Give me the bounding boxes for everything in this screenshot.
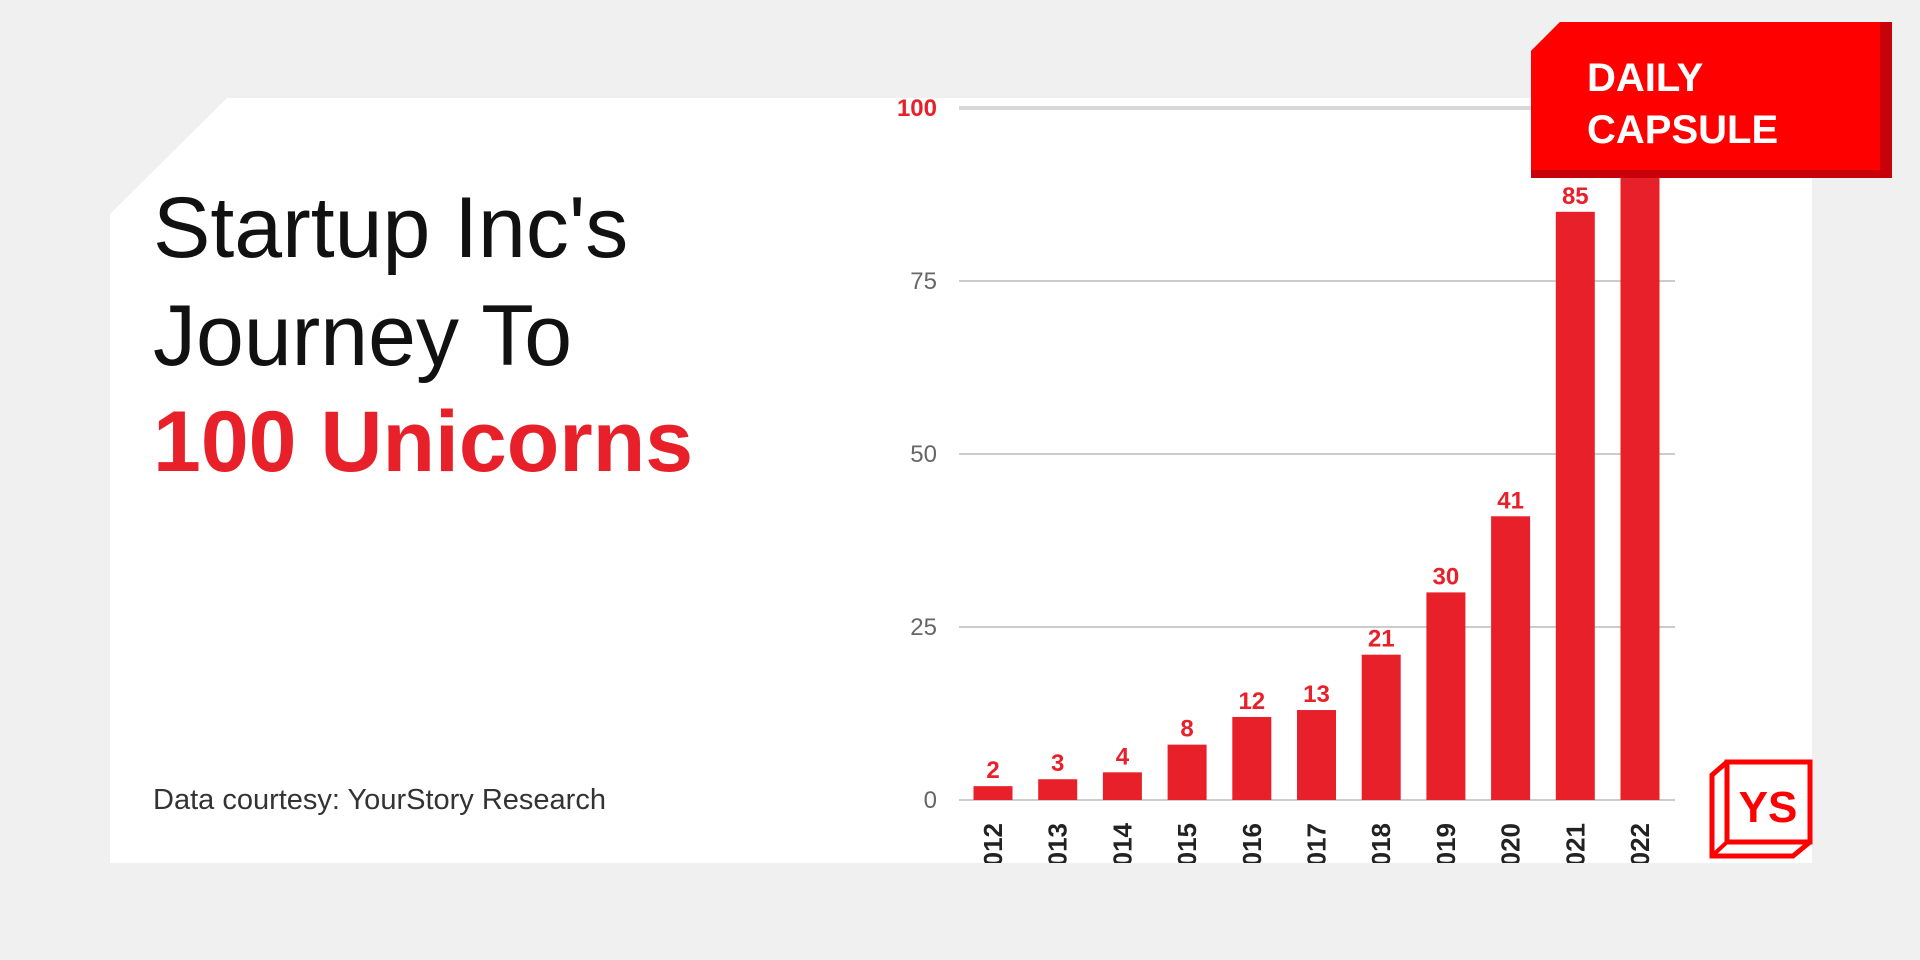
value-label: 21	[1368, 626, 1395, 653]
x-tick-label: 2012	[978, 823, 1008, 881]
x-axis: 2012 2013 2014 2015 2016 2017 2018 2019 2020 2021…	[978, 822, 1655, 881]
bar	[1491, 516, 1531, 800]
bar	[973, 786, 1013, 800]
x-tick-label: 2019	[1431, 823, 1461, 881]
bar	[1555, 211, 1595, 801]
value-label: 13	[1303, 681, 1330, 708]
value-label: 30	[1433, 563, 1460, 590]
logo-text: YS	[1739, 783, 1798, 832]
headline-highlight: 100 Unicorns	[153, 394, 693, 490]
y-tick-label: 100	[897, 95, 937, 122]
y-tick-label: 25	[910, 614, 937, 641]
bar	[1232, 716, 1272, 800]
logo: YS	[1693, 743, 1813, 863]
value-label: 85	[1562, 183, 1589, 210]
badge-text: DAILY	[1587, 56, 1704, 100]
source-note: Data courtesy: YourStory Research	[153, 784, 606, 816]
y-tick-label: 0	[924, 787, 937, 814]
value-label: 2	[986, 757, 999, 784]
x-tick-label: 2014	[1107, 822, 1137, 880]
y-tick-label: 75	[910, 268, 937, 295]
headline-line: Startup Inc's	[153, 180, 628, 276]
logo-edge	[1710, 840, 1729, 858]
bar	[1361, 654, 1401, 800]
headline-line: Journey To	[153, 288, 572, 384]
value-label: 4	[1116, 743, 1130, 770]
x-tick-label: 2013	[1043, 823, 1073, 881]
x-tick-label: 2017	[1302, 823, 1332, 881]
value-label: 8	[1180, 716, 1193, 743]
x-tick-label: 2016	[1237, 823, 1267, 881]
bar	[1297, 710, 1336, 800]
value-label: 3	[1051, 750, 1064, 777]
chart: 02550751002348121321304185100	[897, 79, 1675, 814]
badge-text: CAPSULE	[1587, 108, 1778, 152]
y-tick-label: 50	[910, 441, 937, 468]
bar	[1102, 772, 1142, 800]
x-tick-label: 2015	[1172, 823, 1202, 881]
x-tick-label: 2021	[1560, 823, 1590, 881]
x-tick-label: 2022	[1625, 823, 1655, 881]
bar	[1038, 779, 1078, 800]
value-label: 12	[1238, 688, 1265, 715]
x-tick-label: 2018	[1366, 823, 1396, 881]
bar	[1620, 108, 1660, 800]
bar	[1426, 592, 1466, 800]
badge: DAILY CAPSULE	[1531, 22, 1892, 178]
value-label: 41	[1497, 487, 1524, 514]
badge-box	[1531, 22, 1880, 170]
x-tick-label: 2020	[1496, 823, 1526, 881]
bar	[1167, 744, 1207, 800]
